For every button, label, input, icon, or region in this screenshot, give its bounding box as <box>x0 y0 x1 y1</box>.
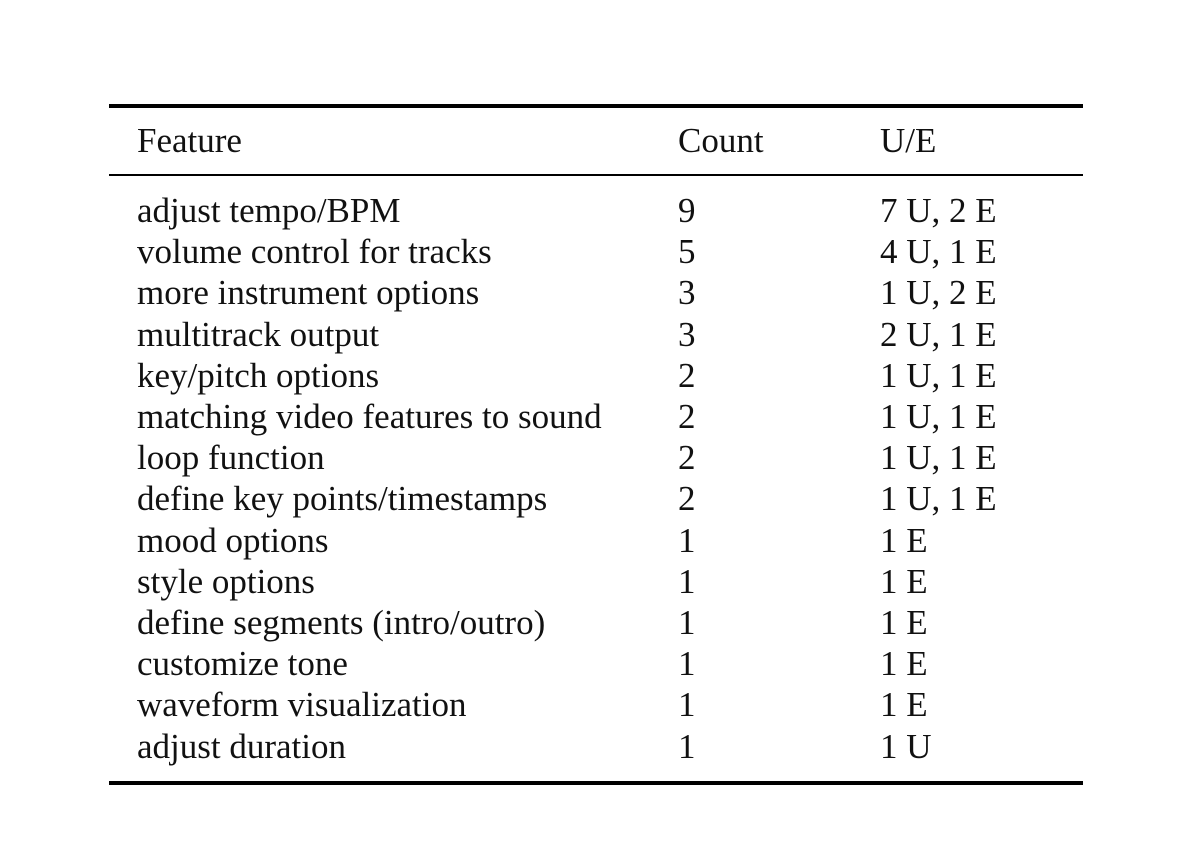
table-bottom-rule <box>109 780 1083 785</box>
cell-count: 5 <box>678 232 696 272</box>
table-row: key/pitch options 2 1 U, 1 E <box>109 355 1083 396</box>
table-row: adjust tempo/BPM 9 7 U, 2 E <box>109 190 1083 231</box>
cell-ue: 1 E <box>880 561 928 601</box>
cell-feature: waveform visualization <box>137 685 467 725</box>
cell-feature: define key points/timestamps <box>137 479 548 519</box>
cell-ue: 1 E <box>880 644 928 684</box>
cell-ue: 1 E <box>880 520 928 560</box>
cell-feature: mood options <box>137 520 329 560</box>
table-row: waveform visualization 1 1 E <box>109 684 1083 725</box>
header-count: Count <box>678 121 764 160</box>
cell-count: 9 <box>678 191 696 230</box>
header-feature: Feature <box>137 121 242 160</box>
cell-feature: loop function <box>137 438 325 478</box>
cell-ue: 1 U, 1 E <box>880 355 997 395</box>
header-ue: U/E <box>880 121 937 160</box>
cell-feature: more instrument options <box>137 273 480 313</box>
cell-ue: 1 U <box>880 726 932 766</box>
table-row: loop function 2 1 U, 1 E <box>109 437 1083 478</box>
cell-feature: adjust tempo/BPM <box>137 191 401 230</box>
cell-count: 2 <box>678 355 696 395</box>
cell-count: 1 <box>678 685 696 725</box>
cell-ue: 1 U, 1 E <box>880 479 997 519</box>
cell-count: 2 <box>678 438 696 478</box>
table-header-rule <box>109 174 1083 176</box>
cell-feature: customize tone <box>137 644 348 684</box>
table-header: Feature Count U/E <box>109 108 1083 174</box>
cell-ue: 1 U, 1 E <box>880 438 997 478</box>
cell-count: 1 <box>678 644 696 684</box>
table-row: matching video features to sound 2 1 U, 1 … <box>109 396 1083 437</box>
cell-count: 1 <box>678 561 696 601</box>
cell-ue: 7 U, 2 E <box>880 191 997 230</box>
cell-feature: define segments (intro/outro) <box>137 603 546 643</box>
table-row: multitrack output 3 2 U, 1 E <box>109 314 1083 355</box>
cell-count: 1 <box>678 726 696 766</box>
cell-count: 3 <box>678 314 696 354</box>
table-row: volume control for tracks 5 4 U, 1 E <box>109 231 1083 272</box>
table-row: define segments (intro/outro) 1 1 E <box>109 602 1083 643</box>
table-row: mood options 1 1 E <box>109 520 1083 561</box>
cell-feature: adjust duration <box>137 726 346 766</box>
table-top-rule <box>109 104 1083 108</box>
header-row: Feature Count U/E <box>109 108 1083 174</box>
table-row: adjust duration 1 1 U <box>109 726 1083 767</box>
cell-feature: key/pitch options <box>137 355 380 395</box>
cell-feature: style options <box>137 561 315 601</box>
cell-feature: volume control for tracks <box>137 232 492 272</box>
table-row: define key points/timestamps 2 1 U, 1 E <box>109 478 1083 519</box>
cell-feature: matching video features to sound <box>137 397 602 437</box>
table-row: style options 1 1 E <box>109 561 1083 602</box>
cell-feature: multitrack output <box>137 314 380 354</box>
cell-ue: 2 U, 1 E <box>880 314 997 354</box>
cell-ue: 1 U, 2 E <box>880 273 997 313</box>
feature-table: Feature Count U/E adjust tempo/BPM 9 7 U, … <box>109 104 1083 785</box>
cell-ue: 1 E <box>880 685 928 725</box>
cell-count: 3 <box>678 273 696 313</box>
cell-ue: 1 U, 1 E <box>880 397 997 437</box>
cell-ue: 4 U, 1 E <box>880 232 997 272</box>
cell-count: 2 <box>678 397 696 437</box>
cell-ue: 1 E <box>880 603 928 643</box>
cell-count: 1 <box>678 603 696 643</box>
cell-count: 1 <box>678 520 696 560</box>
cell-count: 2 <box>678 479 696 519</box>
table-row: more instrument options 3 1 U, 2 E <box>109 272 1083 313</box>
table-row: customize tone 1 1 E <box>109 643 1083 684</box>
